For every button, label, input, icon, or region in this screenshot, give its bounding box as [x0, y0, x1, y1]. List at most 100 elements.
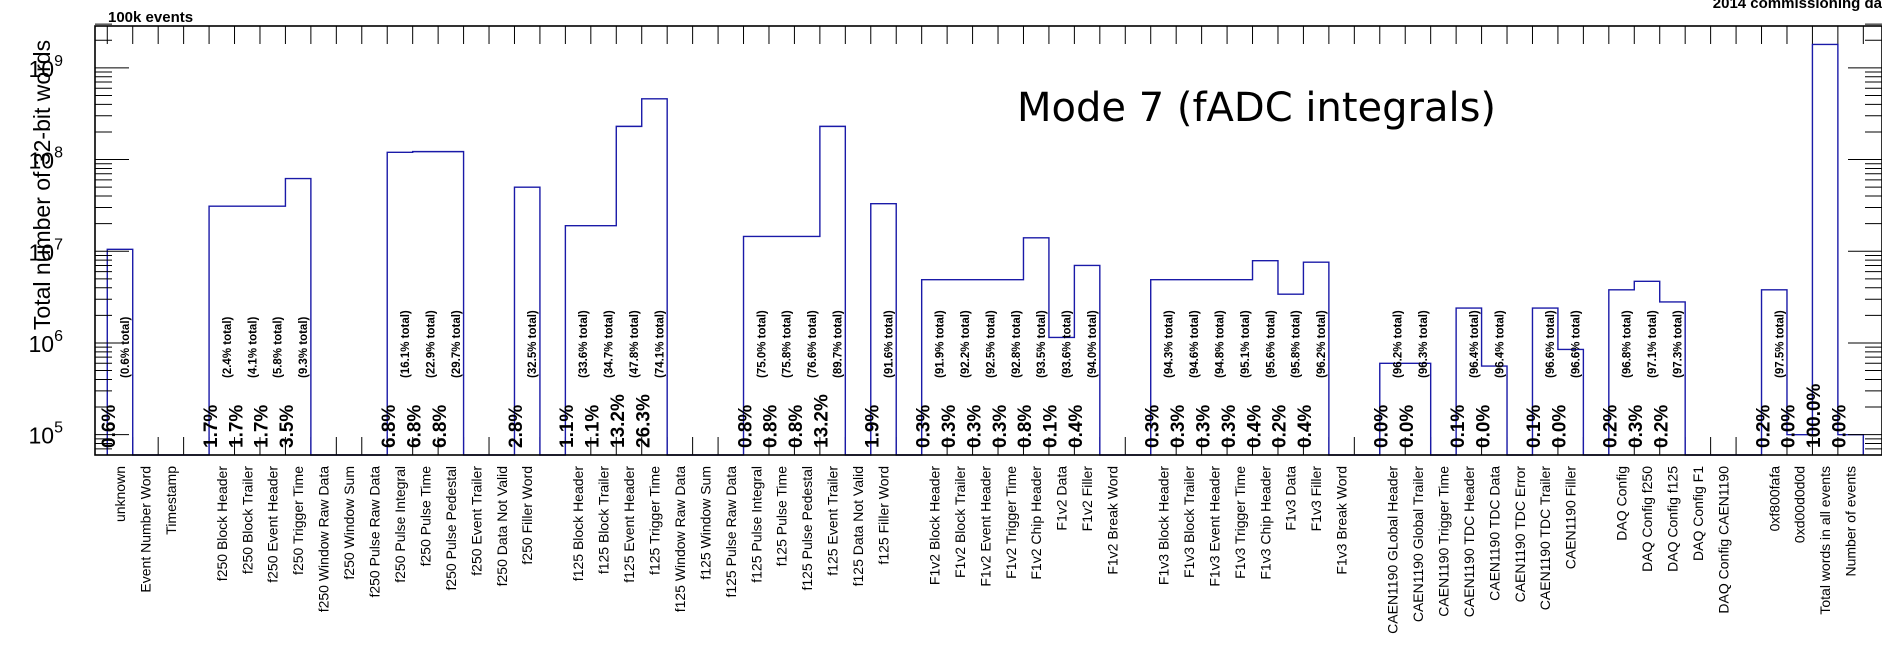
- x-tick-label: Number of events: [1843, 466, 1859, 577]
- cumulative-label: (34.7% total): [604, 310, 616, 378]
- x-tick-label: DAQ Config CAEN1190: [1715, 466, 1731, 614]
- cumulative-label: (2.4% total): [222, 316, 234, 378]
- x-tick-label: CAEN1190 TDC Data: [1486, 466, 1502, 601]
- percent-label: 0.3%: [939, 405, 960, 448]
- x-tick-label: 0xd00d0d0d: [1792, 466, 1808, 543]
- percent-label: 0.3%: [964, 405, 985, 448]
- cumulative-label: (75.8% total): [782, 310, 794, 378]
- percent-label: 0.0%: [1397, 405, 1418, 448]
- cumulative-label: (5.8% total): [273, 316, 285, 378]
- cumulative-label: (97.1% total): [1647, 310, 1659, 378]
- x-tick-label: f250 Data Not Valid: [494, 466, 510, 586]
- y-tick-label: 106: [29, 328, 64, 357]
- percent-label: 0.3%: [1626, 405, 1647, 448]
- x-tick-label: f125 Block Trailer: [596, 466, 612, 574]
- x-tick-label: f250 Trigger Time: [290, 466, 306, 575]
- y-tick-label: 107: [29, 236, 64, 265]
- y-tick-label: 105: [29, 420, 64, 449]
- x-tick-label: f125 Pulse Raw Data: [723, 466, 739, 598]
- x-tick-label: F1v2 Event Header: [977, 466, 993, 587]
- histogram-bars: [106, 43, 1865, 456]
- percent-label: 0.3%: [990, 405, 1011, 448]
- plot-frame: [94, 25, 1882, 456]
- percent-label: 100.0%: [1804, 383, 1825, 448]
- y-tick-label: 108: [29, 145, 64, 174]
- x-tick-label: F1v3 Block Header: [1155, 466, 1171, 585]
- percent-label: 13.2%: [812, 394, 833, 448]
- x-tick-label: f250 Block Trailer: [239, 466, 255, 574]
- percent-label: 0.3%: [1168, 405, 1189, 448]
- x-tick-label: F1v2 Break Word: [1105, 466, 1121, 575]
- cumulative-label: (96.2% total): [1316, 310, 1328, 378]
- cumulative-label: (95.1% total): [1240, 310, 1252, 378]
- x-tick-label: f125 Pulse Time: [774, 466, 790, 567]
- cumulative-label: (16.1% total): [400, 310, 412, 378]
- cumulative-label: (94.6% total): [1189, 310, 1201, 378]
- cumulative-label: (94.8% total): [1214, 310, 1226, 378]
- x-tick-label: F1v3 Data: [1283, 466, 1299, 531]
- cumulative-label: (96.4% total): [1494, 310, 1506, 378]
- x-tick-label: F1v3 Break Word: [1334, 466, 1350, 575]
- percent-label: 0.4%: [1066, 405, 1087, 448]
- header-left-label: 100k events: [108, 9, 193, 26]
- x-tick-label: f125 Block Header: [570, 466, 586, 582]
- percent-label: 6.8%: [404, 405, 425, 448]
- percent-label: 6.8%: [430, 405, 451, 448]
- percent-label: 0.8%: [786, 405, 807, 448]
- x-tick-label: CAEN1190 Filler: [1563, 466, 1579, 570]
- percent-label: 0.4%: [1295, 405, 1316, 448]
- x-tick-label: CAEN1190 TDC Trailer: [1537, 466, 1553, 611]
- x-tick-label: DAQ Config f250: [1639, 466, 1655, 572]
- percent-label: 0.8%: [735, 405, 756, 448]
- cumulative-label: (95.8% total): [1291, 310, 1303, 378]
- cumulative-label: (74.1% total): [654, 310, 666, 378]
- cumulative-label: (96.6% total): [1571, 310, 1583, 378]
- percent-label: 0.0%: [1372, 405, 1393, 448]
- cumulative-label: (92.8% total): [1011, 310, 1023, 378]
- x-tick-label: f250 Window Sum: [341, 466, 357, 580]
- x-tick-label: F1v2 Chip Header: [1028, 466, 1044, 580]
- percent-label: 1.9%: [863, 405, 884, 448]
- x-tick-label: CAEN1190 TDC Header: [1461, 466, 1477, 618]
- cumulative-label: (22.9% total): [425, 310, 437, 378]
- cumulative-label: (91.6% total): [884, 310, 896, 378]
- x-tick-label: F1v2 Data: [1054, 466, 1070, 531]
- x-axis-labels: unknown Event Number Word Timestamp f250 Bl…: [112, 466, 1859, 634]
- y-tick-label: 109: [29, 53, 64, 82]
- x-tick-label: f125 Window Sum: [697, 466, 713, 580]
- cumulative-label: (92.2% total): [960, 310, 972, 378]
- percent-label: 0.1%: [1524, 405, 1545, 448]
- x-tick-label: f125 Event Trailer: [825, 466, 841, 576]
- x-tick-label: F1v3 Filler: [1308, 466, 1324, 532]
- cumulative-label: (33.6% total): [578, 310, 590, 378]
- percent-label: 0.2%: [1270, 405, 1291, 448]
- x-tick-label: f125 Event Header: [621, 466, 637, 583]
- x-tick-label: CAEN1190 Trigger Time: [1435, 466, 1451, 617]
- x-tick-label: F1v3 Chip Header: [1257, 466, 1273, 580]
- percent-label: 1.1%: [557, 405, 578, 448]
- x-tick-label: f250 Pulse Time: [417, 466, 433, 567]
- x-tick-label: F1v3 Block Trailer: [1181, 466, 1197, 578]
- x-tick-label: f125 Filler Word: [876, 466, 892, 565]
- x-tick-label: f250 Window Raw Data: [316, 466, 332, 613]
- y-axis-label: Total number of 32-bit words: [29, 40, 55, 330]
- percent-label: 0.3%: [1142, 405, 1163, 448]
- percent-label: 13.2%: [608, 394, 629, 448]
- cumulative-label: (94.3% total): [1163, 310, 1175, 378]
- x-tick-label: f125 Pulse Pedestal: [799, 466, 815, 591]
- cumulative-label: (91.9% total): [934, 310, 946, 378]
- x-tick-label: F1v3 Event Header: [1206, 466, 1222, 587]
- x-tick-label: CAEN1190 GLobal Header: [1385, 466, 1401, 634]
- percent-label: 1.7%: [252, 405, 273, 448]
- percent-label: 0.3%: [913, 405, 934, 448]
- x-tick-label: f250 Pulse Raw Data: [367, 466, 383, 598]
- cumulative-label: (0.6% total): [120, 316, 132, 378]
- percent-label: 0.0%: [1550, 405, 1571, 448]
- x-tick-label: CAEN1190 Global Trailer: [1410, 466, 1426, 622]
- cumulative-label: (96.3% total): [1418, 310, 1430, 378]
- cumulative-label: (96.4% total): [1469, 310, 1481, 378]
- x-tick-label: unknown: [112, 466, 128, 522]
- x-tick-label: DAQ Config: [1614, 466, 1630, 541]
- y-axis-ticks: 105 106 107 108 109: [29, 23, 1882, 456]
- cumulative-label: (97.3% total): [1672, 310, 1684, 378]
